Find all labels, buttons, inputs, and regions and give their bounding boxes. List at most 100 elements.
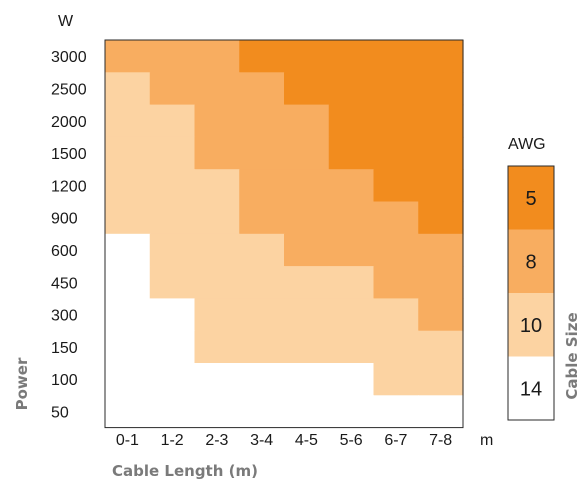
heatmap-cell (328, 169, 375, 203)
heatmap-cell (239, 201, 285, 235)
heatmap-cell (418, 330, 464, 364)
heatmap-cell (418, 136, 464, 170)
y-tick-label: 2000 (51, 114, 87, 131)
y-tick-label: 1200 (51, 178, 87, 195)
x-tick-label: 1-2 (161, 432, 184, 449)
heatmap-cell (284, 298, 330, 332)
x-tick-label: 0-1 (116, 432, 139, 449)
heatmap-cell (418, 72, 464, 106)
heatmap-cell (418, 169, 464, 203)
heatmap-cell (194, 72, 240, 106)
heatmap-cell (149, 136, 196, 170)
heatmap-cell (284, 104, 330, 138)
x-tick-label: 4-5 (295, 432, 318, 449)
y-tick-label: 3000 (51, 49, 87, 66)
heatmap-cell (284, 136, 330, 170)
heatmap-cell (284, 266, 330, 299)
heatmap-cell (194, 201, 240, 235)
legend-border (507, 165, 555, 421)
heatmap-cells (105, 40, 464, 429)
legend-title: AWG (508, 136, 546, 153)
heatmap-cell (418, 266, 464, 299)
legend-value: 8 (525, 251, 536, 273)
heatmap-cell (418, 363, 464, 396)
heatmap-cell (284, 233, 330, 267)
heatmap-cell (328, 72, 375, 106)
heatmap-cell (149, 395, 196, 429)
heatmap-cell (105, 298, 151, 332)
heatmap-cell (418, 395, 464, 429)
x-tick-label: 2-3 (205, 432, 228, 449)
y-tick-label: 100 (51, 372, 78, 389)
heatmap-cell (194, 104, 240, 138)
legend: 5 8 10 14 (507, 165, 555, 421)
heatmap-cell (149, 201, 196, 235)
heatmap-cell (373, 233, 419, 267)
heatmap-cell (373, 72, 419, 106)
legend-swatch (508, 166, 554, 230)
heatmap-cell (239, 363, 285, 396)
heatmap-cell (284, 363, 330, 396)
heatmap-cell (328, 395, 375, 429)
heatmap-cell (328, 136, 375, 170)
heatmap-cell (418, 233, 464, 267)
heatmap-cell (328, 233, 375, 267)
heatmap-cell (149, 104, 196, 138)
heatmap-cell (373, 330, 419, 364)
heatmap-cell (373, 169, 419, 203)
heatmap-cell (284, 201, 330, 235)
heatmap-cell (373, 298, 419, 332)
heatmap-cell (105, 104, 151, 138)
y-axis-title: Power (13, 357, 31, 410)
x-axis-title: Cable Length (m) (112, 462, 258, 480)
heatmap-cell (194, 298, 240, 332)
heatmap-cell (284, 72, 330, 106)
heatmap-cell (149, 266, 196, 299)
heatmap-cell (284, 395, 330, 429)
heatmap-cell (328, 40, 375, 73)
heatmap-cell (194, 363, 240, 396)
heatmap-cell (239, 233, 285, 267)
x-tick-labels: 0-1 1-2 2-3 3-4 4-5 5-6 6-7 7-8 (116, 432, 452, 449)
y-tick-label: 50 (51, 404, 69, 421)
heatmap-cell (149, 40, 196, 73)
y-tick-label: 600 (51, 243, 78, 260)
heatmap-cell (149, 233, 196, 267)
heatmap-cell (418, 298, 464, 332)
heatmap-cell (328, 104, 375, 138)
heatmap-cell (239, 40, 285, 73)
heatmap-cell (194, 169, 240, 203)
y-tick-labels: 3000 2500 2000 1500 1200 900 600 450 300 150 100 50 (51, 49, 87, 421)
heatmap-cell (194, 330, 240, 364)
legend-value: 10 (520, 315, 542, 337)
heatmap-cell (149, 330, 196, 364)
heatmap-cell (328, 298, 375, 332)
heatmap-cell (239, 330, 285, 364)
heatmap-cell (239, 298, 285, 332)
heatmap-cell (149, 169, 196, 203)
heatmap-cell (105, 330, 151, 364)
heatmap-cell (373, 40, 419, 73)
heatmap-cell (105, 363, 151, 396)
heatmap-cell (373, 395, 419, 429)
heatmap-cell (373, 201, 419, 235)
heatmap-cell (239, 72, 285, 106)
legend-swatch (508, 293, 554, 357)
heatmap-cell (105, 72, 151, 106)
heatmap-cell (105, 395, 151, 429)
heatmap-cell (284, 169, 330, 203)
heatmap-cell (149, 72, 196, 106)
heatmap-cell (418, 104, 464, 138)
heatmap-cell (105, 266, 151, 299)
heatmap-cell (328, 266, 375, 299)
heatmap-cell (328, 330, 375, 364)
legend-axis-title: Cable Size (563, 312, 581, 399)
y-tick-label: 2500 (51, 81, 87, 98)
heatmap-cell (373, 136, 419, 170)
heatmap-cell (418, 40, 464, 73)
x-unit-label: m (480, 432, 493, 449)
plot-border (104, 39, 464, 429)
legend-swatch (508, 229, 554, 293)
heatmap-cell (328, 363, 375, 396)
legend-swatch (508, 356, 554, 420)
